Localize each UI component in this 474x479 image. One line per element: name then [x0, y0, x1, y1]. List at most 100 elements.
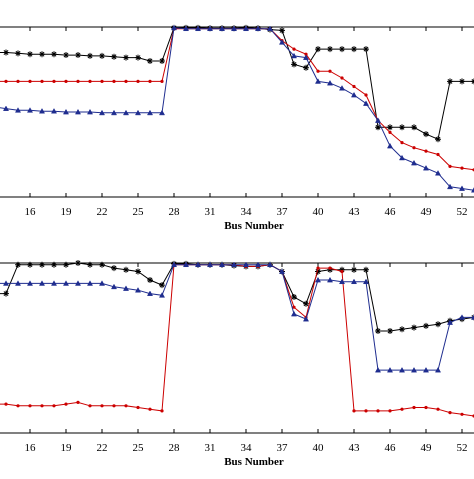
data-point-black-star [423, 322, 429, 329]
data-point-red-dot [460, 166, 464, 170]
data-point-blue-triangle [110, 109, 118, 116]
data-point-blue-triangle [470, 187, 474, 193]
data-point-red-dot [328, 266, 332, 270]
data-point-red-dot [88, 79, 92, 83]
data-point-red-dot [40, 404, 44, 408]
top-chart: 16 19 22 25 28 31 34 37 40 43 46 49 52 Bus Number [0, 24, 474, 232]
series-line-black-star [0, 262, 474, 332]
data-point-black-star [39, 51, 45, 58]
data-point-blue-triangle [290, 52, 298, 59]
data-point-black-star [387, 124, 393, 131]
bottom-chart: 16 19 22 25 28 31 34 37 40 43 46 49 52 Bus Number [0, 260, 474, 468]
data-point-red-dot [76, 400, 80, 404]
bottom-x-ticks: 16 19 22 25 28 31 34 37 40 43 46 49 52 [25, 263, 468, 454]
x-tick-label: 19 [61, 442, 73, 454]
data-point-red-dot [76, 79, 80, 83]
data-point-red-dot [448, 164, 452, 168]
data-point-black-star [339, 266, 345, 273]
data-point-black-star [411, 324, 417, 331]
data-point-blue-triangle [74, 108, 82, 115]
data-point-red-dot [52, 79, 56, 83]
data-point-blue-triangle [362, 100, 370, 106]
data-point-blue-triangle [158, 109, 166, 116]
data-point-blue-triangle [362, 278, 370, 285]
data-point-black-star [87, 261, 93, 268]
x-tick-label: 22 [97, 442, 108, 454]
data-point-red-dot [448, 411, 452, 415]
data-point-blue-triangle [50, 108, 58, 114]
data-point-blue-triangle [122, 109, 130, 116]
data-point-black-star [291, 61, 297, 68]
data-point-black-star [387, 328, 393, 334]
data-point-blue-triangle [122, 285, 130, 291]
data-point-blue-triangle [410, 159, 418, 166]
data-point-blue-triangle [194, 261, 202, 268]
data-point-blue-triangle [434, 170, 442, 176]
data-point-black-star [303, 300, 309, 307]
data-point-black-star [111, 265, 117, 272]
data-point-black-star [3, 49, 9, 56]
data-point-black-star [375, 124, 381, 131]
x-tick-label: 49 [421, 442, 433, 454]
data-point-red-dot [364, 409, 368, 413]
x-tick-label: 46 [385, 442, 397, 454]
data-point-red-dot [28, 404, 32, 408]
data-point-black-star [63, 261, 69, 268]
data-point-red-dot [460, 412, 464, 416]
data-point-black-star [3, 290, 9, 297]
data-point-blue-triangle [74, 280, 82, 286]
data-point-black-star [291, 294, 297, 300]
data-point-red-dot [52, 404, 56, 408]
data-point-red-dot [292, 47, 296, 51]
data-point-black-star [459, 78, 465, 85]
data-point-blue-triangle [146, 290, 154, 296]
data-point-red-dot [412, 146, 416, 150]
data-point-blue-triangle [422, 164, 430, 171]
data-point-blue-triangle [326, 79, 334, 86]
x-tick-label: 40 [313, 442, 325, 454]
data-point-red-dot [352, 84, 356, 89]
data-point-black-star [123, 54, 129, 61]
data-point-red-dot [412, 405, 416, 410]
data-point-black-star [315, 46, 321, 53]
series-line-blue-triangle [0, 264, 474, 371]
top-plot-frame [0, 26, 474, 198]
data-point-blue-triangle [266, 261, 274, 268]
x-tick-label: 28 [169, 442, 181, 454]
data-point-red-dot [400, 407, 404, 411]
data-point-red-dot [436, 407, 440, 411]
data-point-blue-triangle [146, 109, 154, 116]
data-point-black-star [75, 260, 81, 266]
x-tick-label: 40 [313, 206, 325, 218]
data-point-blue-triangle [254, 261, 262, 268]
data-point-blue-triangle [374, 117, 382, 123]
data-point-black-star [111, 53, 117, 60]
data-point-red-dot [16, 79, 20, 83]
data-point-blue-triangle [14, 107, 22, 113]
data-point-black-star [399, 124, 405, 131]
data-point-blue-triangle [194, 25, 202, 32]
data-point-blue-triangle [110, 283, 118, 290]
data-point-blue-triangle [230, 261, 238, 268]
top-x-axis-title: Bus Number [224, 220, 284, 232]
data-point-blue-triangle [350, 278, 358, 285]
data-point-black-star [27, 51, 33, 58]
data-point-red-dot [328, 69, 332, 73]
data-point-blue-triangle [242, 25, 250, 32]
data-point-red-dot [64, 79, 68, 83]
data-point-blue-triangle [458, 185, 466, 191]
data-point-blue-triangle [434, 366, 442, 373]
data-point-red-dot [364, 93, 368, 97]
data-point-black-star [15, 261, 21, 268]
data-point-blue-triangle [170, 24, 178, 31]
data-point-red-dot [316, 69, 320, 73]
top-x-ticks: 16 19 22 25 28 31 34 37 40 43 46 49 52 [25, 27, 468, 218]
data-point-red-dot [160, 409, 164, 413]
data-point-blue-triangle [278, 268, 286, 274]
x-tick-label: 16 [25, 206, 37, 218]
data-point-blue-triangle [134, 109, 142, 116]
data-point-black-star [279, 27, 285, 34]
x-tick-label: 25 [133, 206, 145, 218]
data-point-black-star [63, 52, 69, 59]
